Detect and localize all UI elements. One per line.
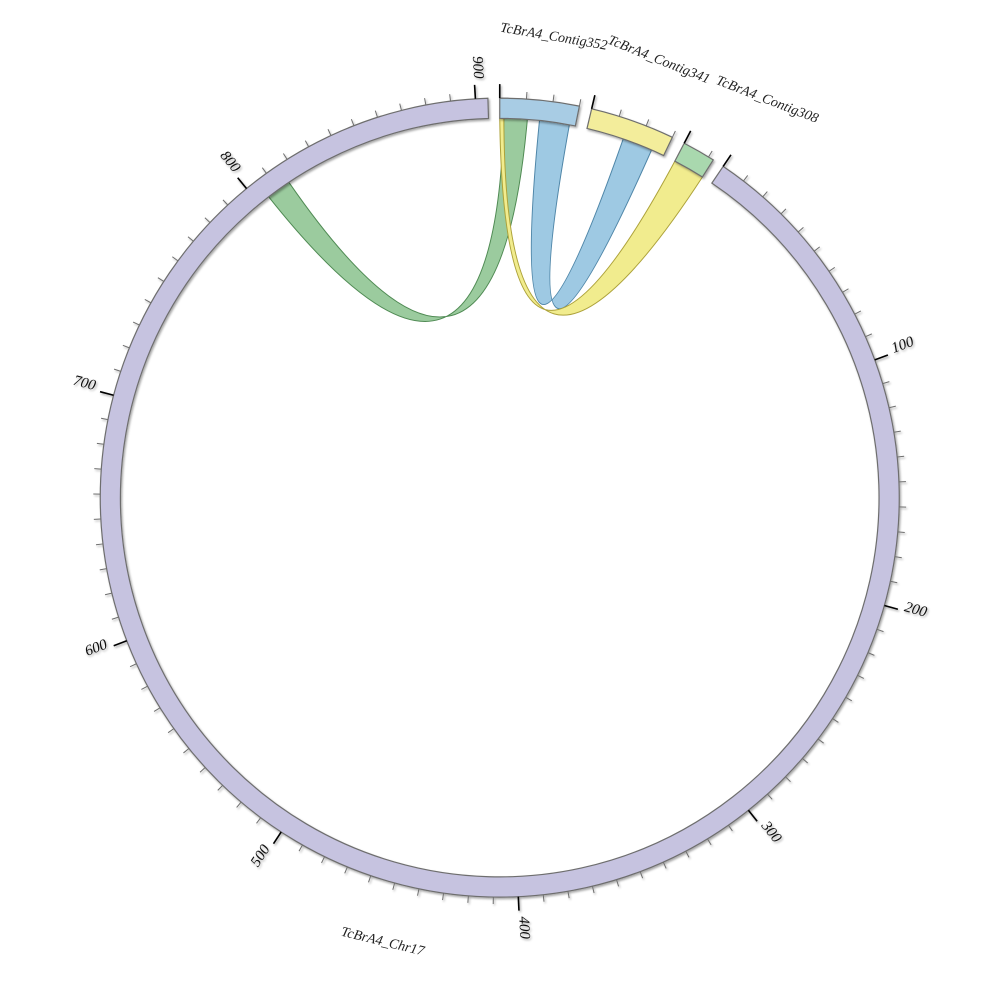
svg-text:900: 900 [469,56,486,80]
svg-text:400: 400 [515,916,532,940]
